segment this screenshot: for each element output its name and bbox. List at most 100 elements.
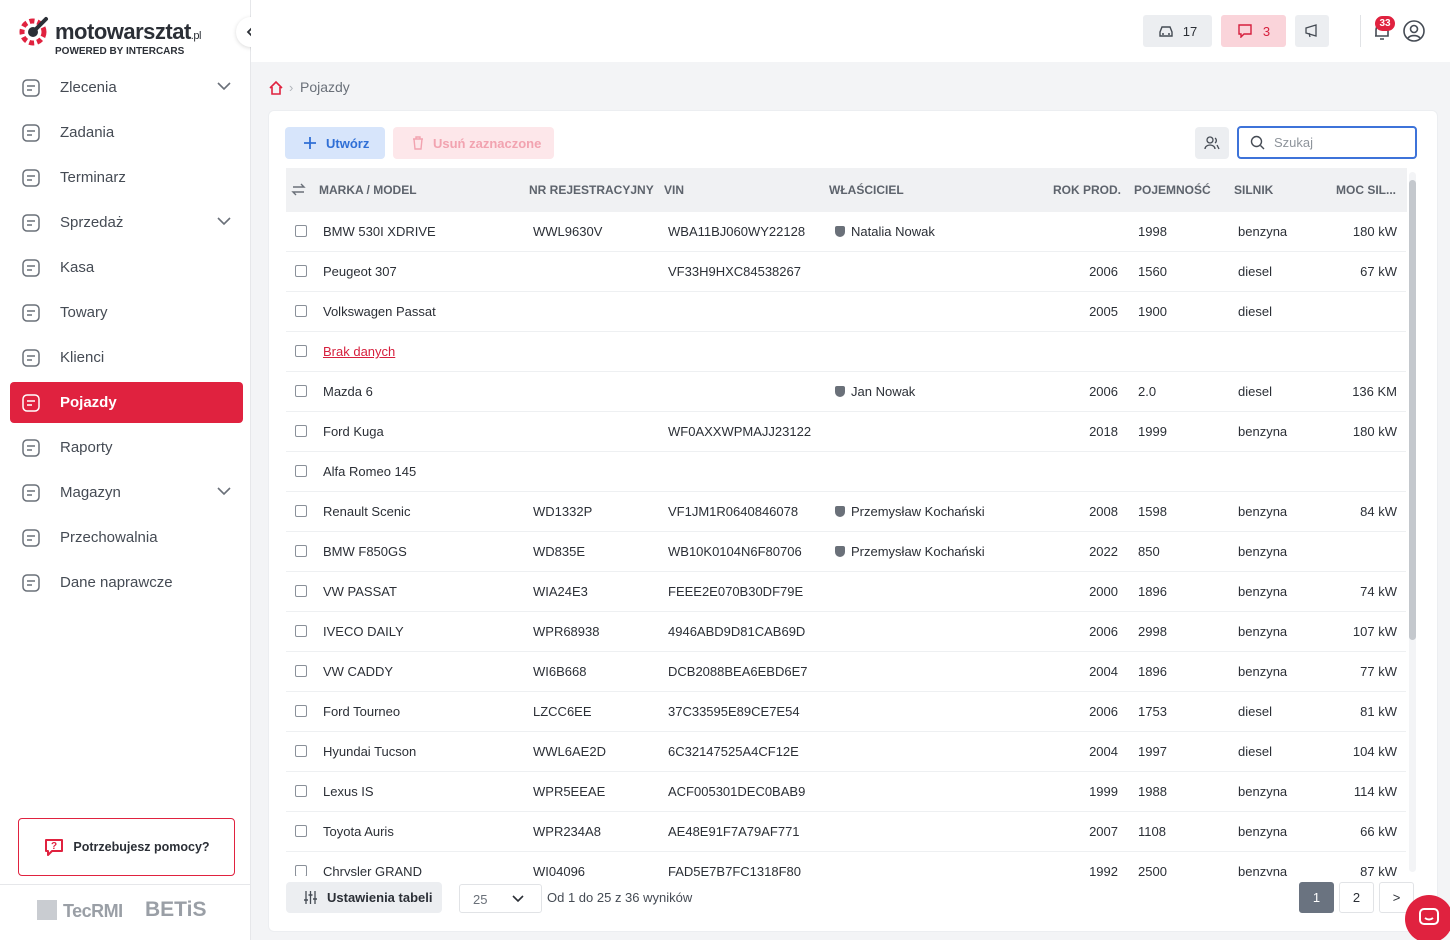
table-row[interactable]: BMW F850GS WD835E WB10K0104N6F80706 Przemys… [286, 532, 1406, 572]
row-checkbox[interactable] [295, 265, 307, 277]
nav-label: Dane naprawcze [60, 574, 173, 591]
table-row[interactable]: Hyundai Tucson WWL6AE2D 6C32147525A4CF12E 2… [286, 732, 1406, 772]
table-row[interactable]: Mazda 6 Jan Nowak 2006 2.0 diesel 136 KM [286, 372, 1406, 412]
nav-icon [22, 439, 40, 457]
table-row[interactable]: VW PASSAT WIA24E3 FEEE2E070B30DF79E 2000 189… [286, 572, 1406, 612]
nav-item[interactable]: Pojazdy [10, 382, 243, 423]
column-header[interactable]: ROK PROD. [1052, 183, 1121, 197]
row-checkbox[interactable] [295, 385, 307, 397]
nav-item[interactable]: Sprzedaż [10, 202, 243, 243]
row-checkbox[interactable] [295, 505, 307, 517]
nav-icon [22, 79, 40, 97]
announcements-button[interactable] [1295, 15, 1329, 47]
column-header[interactable]: VIN [664, 183, 685, 197]
column-header[interactable]: MARKA / MODEL [319, 183, 417, 197]
table-row[interactable]: Peugeot 307 VF33H9HXC84538267 2006 1560 dies… [286, 252, 1406, 292]
columns-toggle[interactable] [291, 182, 306, 197]
cell: 77 kW [1360, 664, 1397, 679]
table-row[interactable]: Toyota Auris WPR234A8 AE48E91F7A79AF771 200… [286, 812, 1406, 852]
page-button[interactable]: 2 [1339, 882, 1374, 913]
row-checkbox[interactable] [295, 825, 307, 837]
table-row[interactable]: VW CADDY WI6B668 DCB2088BEA6EBD6E7 2004 1896… [286, 652, 1406, 692]
nav-label: Kasa [60, 259, 95, 276]
nav-item[interactable]: Terminarz [10, 157, 243, 198]
table-row[interactable]: Ford Kuga WF0AXXWPMAJJ23122 2018 1999 benzyn… [286, 412, 1406, 452]
row-checkbox[interactable] [295, 225, 307, 237]
cell: 2008 [1089, 504, 1118, 519]
user-button[interactable] [1402, 19, 1426, 43]
cell: BMW 530I XDRIVE [323, 224, 436, 239]
row-checkbox[interactable] [295, 305, 307, 317]
row-checkbox[interactable] [295, 545, 307, 557]
table-row[interactable]: Renault Scenic WD1332P VF1JM1R0640846078 Pr… [286, 492, 1406, 532]
create-button[interactable]: Utwórz [285, 127, 385, 159]
row-checkbox[interactable] [295, 625, 307, 637]
scrollbar-thumb[interactable] [1409, 180, 1416, 640]
table-row[interactable]: IVECO DAILY WPR68938 4946ABD9D81CAB69D 2006… [286, 612, 1406, 652]
table-row[interactable]: Ford Tourneo LZCC6EE 37C33595E89CE7E54 2006… [286, 692, 1406, 732]
help-button[interactable]: ? Potrzebujesz pomocy? [18, 818, 235, 876]
cell: 136 KM [1352, 384, 1397, 399]
row-checkbox[interactable] [295, 425, 307, 437]
cell: Mazda 6 [323, 384, 373, 399]
cell: WPR68938 [533, 624, 600, 639]
table-row[interactable]: Volkswagen Passat 2005 1900 diesel [286, 292, 1406, 332]
logo-icon [19, 17, 48, 46]
cell: Volkswagen Passat [323, 304, 436, 319]
cell: WD835E [533, 544, 586, 559]
page-button[interactable]: 1 [1299, 882, 1334, 913]
cell: FAD5E7B7FC1318F80 [668, 864, 801, 876]
cell: 107 kW [1352, 624, 1397, 639]
cell: WB10K0104N6F80706 [668, 544, 802, 559]
row-checkbox[interactable] [295, 665, 307, 677]
nav-item[interactable]: Raporty [10, 427, 243, 468]
page-size-select[interactable]: 25 [459, 884, 542, 913]
delete-button[interactable]: Usuń zaznaczone [393, 127, 554, 159]
cell: 2.0 [1138, 384, 1157, 399]
messages-badge[interactable]: 3 [1221, 15, 1286, 47]
nav-item[interactable]: Zadania [10, 112, 243, 153]
chat-launcher[interactable] [1405, 895, 1450, 940]
nav-item[interactable]: Kasa [10, 247, 243, 288]
cell: IVECO DAILY [323, 624, 404, 639]
home-icon[interactable] [268, 80, 284, 96]
column-header[interactable]: NR REJESTRACYJNY [529, 183, 654, 197]
table-row[interactable]: BMW 530I XDRIVE WWL9630V WBA11BJ060WY22128… [286, 212, 1406, 252]
cell: WWL6AE2D [533, 744, 606, 759]
nav-item[interactable]: Przechowalnia [10, 517, 243, 558]
row-checkbox[interactable] [295, 345, 307, 357]
cell: benzyna [1238, 664, 1288, 679]
table-row[interactable]: Alfa Romeo 145 [286, 452, 1406, 492]
column-header[interactable]: POJEMNOŚĆ [1134, 183, 1211, 197]
row-checkbox[interactable] [295, 705, 307, 717]
row-checkbox[interactable] [295, 865, 307, 876]
nav-label: Przechowalnia [60, 529, 158, 546]
column-header[interactable]: SILNIK [1234, 183, 1274, 197]
table-row[interactable]: Chrysler GRAND WI04096 FAD5E7B7FC1318F80 19… [286, 852, 1406, 876]
cell: 1560 [1138, 264, 1167, 279]
nav-item[interactable]: Dane naprawcze [10, 562, 243, 603]
cell: DCB2088BEA6EBD6E7 [668, 664, 808, 679]
column-header[interactable]: WŁAŚCICIEL [829, 183, 904, 197]
row-checkbox[interactable] [295, 745, 307, 757]
owner-filter-button[interactable] [1195, 127, 1229, 159]
nav-item[interactable]: Zlecenia [10, 67, 243, 108]
cell: FEEE2E070B30DF79E [668, 584, 804, 599]
cell: 1988 [1138, 784, 1167, 799]
table-settings-button[interactable]: Ustawienia tabeli [286, 882, 442, 913]
search-input[interactable]: Szukaj [1237, 126, 1417, 159]
notifications-count: 33 [1375, 16, 1395, 31]
nav-item[interactable]: Magazyn [10, 472, 243, 513]
row-checkbox[interactable] [295, 465, 307, 477]
table-row[interactable]: Lexus IS WPR5EEAE ACF005301DEC0BAB9 1999 198… [286, 772, 1406, 812]
column-header[interactable]: MOC SIL... [1336, 183, 1396, 197]
vehicles-badge[interactable]: 17 [1143, 15, 1212, 47]
svg-text:?: ? [51, 841, 57, 852]
table-row[interactable]: Brak danych [286, 332, 1406, 372]
nav-item[interactable]: Klienci [10, 337, 243, 378]
row-checkbox[interactable] [295, 585, 307, 597]
nav-item[interactable]: Towary [10, 292, 243, 333]
missing-data-link[interactable]: Brak danych [323, 344, 396, 359]
row-checkbox[interactable] [295, 785, 307, 797]
